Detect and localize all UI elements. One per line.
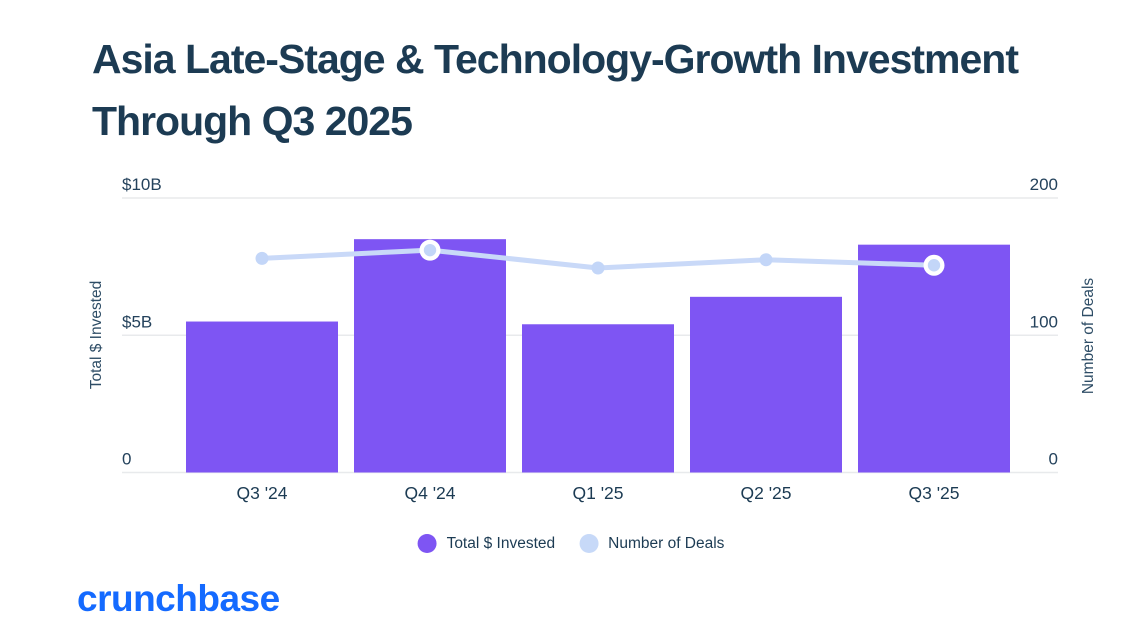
right-axis-tick-label: 0 [1049, 450, 1058, 469]
x-tick-label-q1-25: Q1 '25 [572, 483, 623, 503]
x-tick-label-q3-24: Q3 '24 [236, 483, 287, 503]
line-point-q3-25 [927, 259, 941, 272]
legend-label-number-of-deals: Number of Deals [608, 534, 725, 552]
right-axis-title: Number of Deals [1080, 277, 1097, 395]
right-axis-tick-label: 200 [1030, 175, 1058, 194]
left-axis-tick-label: $10B [122, 175, 162, 194]
bar-q1-25 [522, 324, 674, 473]
bar-q4-24 [354, 239, 506, 473]
right-axis-tick-label: 100 [1030, 312, 1058, 331]
bar-q3-25 [858, 244, 1010, 473]
legend-item-total-invested: Total $ Invested [417, 534, 556, 553]
legend-dot-total-invested-icon [417, 534, 437, 553]
left-axis-title: Total $ Invested [88, 280, 105, 390]
line-point-q2-25 [759, 253, 773, 267]
legend-item-number-of-deals: Number of Deals [579, 534, 724, 553]
bar-q3-24 [186, 321, 338, 473]
line-point-q4-24 [423, 243, 437, 257]
legend: Total $ Invested Number of Deals [417, 534, 724, 553]
legend-label-total-invested: Total $ Invested [446, 534, 556, 552]
left-axis-tick-label: 0 [122, 450, 131, 469]
chart-title: Asia Late-Stage & Technology-Growth Inve… [92, 36, 1019, 144]
x-tick-label-q4-24: Q4 '24 [404, 483, 455, 503]
left-axis-tick-label: $5B [122, 312, 152, 331]
crunchbase-logo: crunchbase [77, 578, 280, 619]
x-tick-label-q2-25: Q2 '25 [740, 483, 791, 503]
bar-q2-25 [690, 296, 842, 473]
line-point-q3-24 [255, 251, 269, 265]
line-point-q1-25 [591, 261, 605, 275]
legend-dot-number-of-deals-icon [579, 534, 599, 553]
x-tick-label-q3-25: Q3 '25 [908, 483, 959, 503]
